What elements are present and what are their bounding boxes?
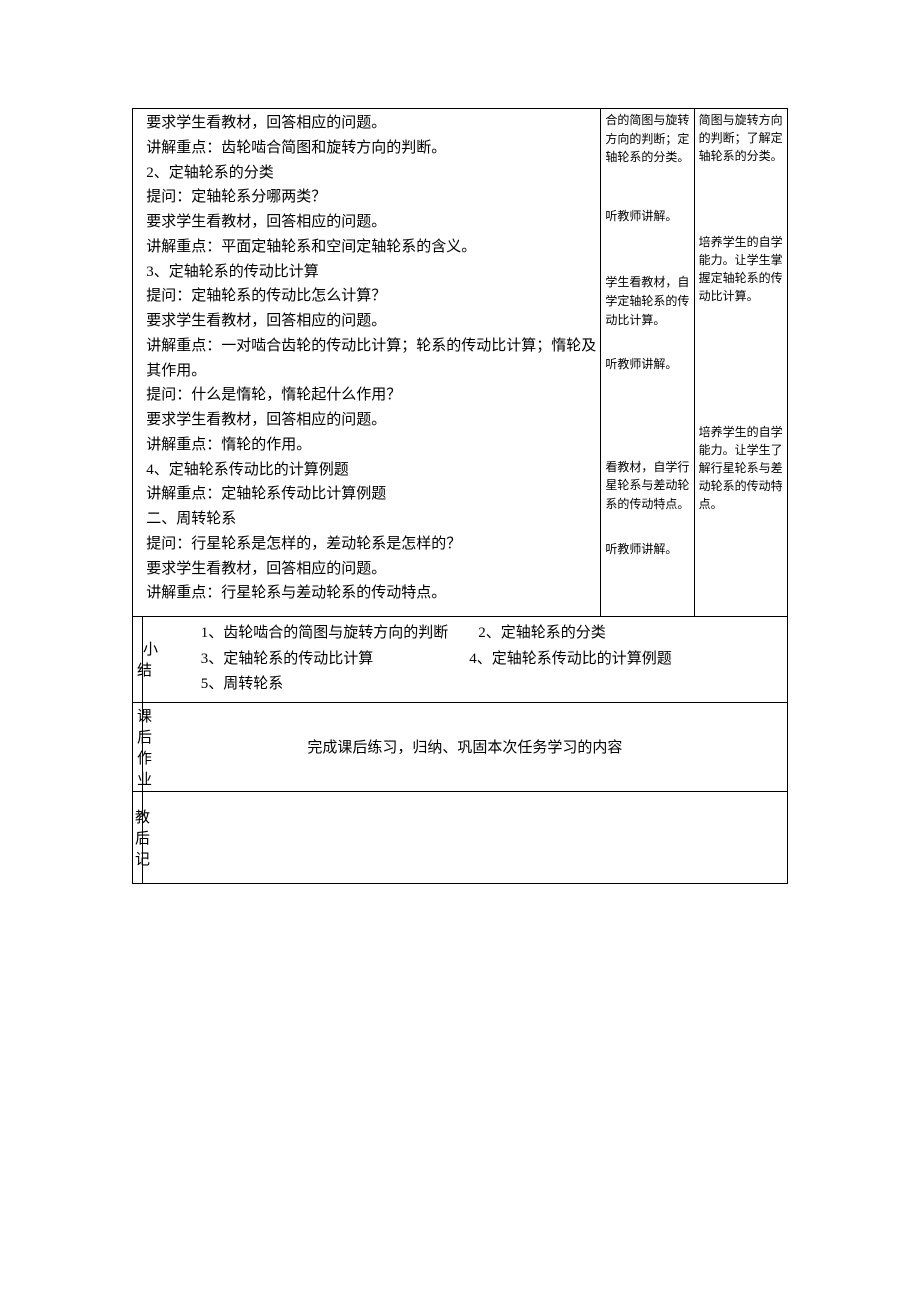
main-content-cell: 要求学生看教材，回答相应的问题。 讲解重点：齿轮啮合简图和旋转方向的判断。 2、… [142, 109, 601, 617]
homework-cell: 完成课后练习，归纳、巩固本次任务学习的内容 [142, 702, 787, 791]
mid-b5: 看教材，自学行星轮系与差动轮系的传动特点。 [605, 458, 689, 514]
main-p1: 要求学生看教材，回答相应的问题。 [146, 111, 596, 136]
lesson-plan-table: 要求学生看教材，回答相应的问题。 讲解重点：齿轮啮合简图和旋转方向的判断。 2、… [132, 108, 788, 884]
sum-1b: 2、定轴轮系的分类 [478, 625, 606, 641]
main-p12: 要求学生看教材，回答相应的问题。 [146, 408, 596, 433]
main-p19: 讲解重点：行星轮系与差动轮系的传动特点。 [146, 581, 596, 606]
content-row: 要求学生看教材，回答相应的问题。 讲解重点：齿轮啮合简图和旋转方向的判断。 2、… [133, 109, 788, 617]
main-p10: 讲解重点：一对啮合齿轮的传动比计算；轮系的传动比计算；惰轮及其作用。 [146, 334, 596, 384]
mid-b3: 学生看教材，自学定轴轮系的传动比计算。 [605, 273, 689, 329]
main-p6: 讲解重点：平面定轴轮系和空间定轴轮系的含义。 [146, 235, 596, 260]
student-activity-cell: 合的简图与旋转方向的判断；定轴轮系的分类。 听教师讲解。 学生看教材，自学定轴轮… [601, 109, 694, 617]
main-p7: 3、定轴轮系的传动比计算 [146, 260, 596, 285]
main-p16: 二、周转轮系 [146, 507, 596, 532]
mid-b4: 听教师讲解。 [605, 355, 689, 374]
main-p2: 讲解重点：齿轮啮合简图和旋转方向的判断。 [146, 136, 596, 161]
mid-b6: 听教师讲解。 [605, 540, 689, 559]
design-intent-cell: 简图与旋转方向的判断；了解定轴轮系的分类。 培养学生的自学能力。让学生掌握定轴轮… [694, 109, 787, 617]
homework-row: 课后作业 完成课后练习，归纳、巩固本次任务学习的内容 [133, 702, 788, 791]
main-p17: 提问：行星轮系是怎样的，差动轮系是怎样的？ [146, 532, 596, 557]
main-p15: 讲解重点：定轴轮系传动比计算例题 [146, 482, 596, 507]
sum-2a: 3、定轴轮系的传动比计算 [201, 651, 374, 667]
postnote-label: 教后记 [133, 791, 143, 883]
mid-b1: 合的简图与旋转方向的判断；定轴轮系的分类。 [605, 111, 689, 167]
main-p8: 提问：定轴轮系的传动比怎么计算？ [146, 284, 596, 309]
sum-1a: 1、齿轮啮合的简图与旋转方向的判断 [201, 625, 449, 641]
right-b2: 培养学生的自学能力。让学生掌握定轴轮系的传动比计算。 [699, 233, 783, 305]
main-p18: 要求学生看教材，回答相应的问题。 [146, 557, 596, 582]
summary-cell: 1、齿轮啮合的简图与旋转方向的判断 2、定轴轮系的分类 3、定轴轮系的传动比计算 4… [142, 617, 787, 703]
homework-label: 课后作业 [133, 702, 143, 791]
postnote-row: 教后记 [133, 791, 788, 883]
main-p11: 提问：什么是惰轮，惰轮起什么作用？ [146, 383, 596, 408]
main-p3: 2、定轴轮系的分类 [146, 161, 596, 186]
summary-row: 小结 1、齿轮啮合的简图与旋转方向的判断 2、定轴轮系的分类 3、定轴轮系的传动比… [133, 617, 788, 703]
main-p13: 讲解重点：惰轮的作用。 [146, 433, 596, 458]
main-p5: 要求学生看教材，回答相应的问题。 [146, 210, 596, 235]
sum-3: 5、周转轮系 [201, 676, 284, 692]
right-b3: 培养学生的自学能力。让学生了解行星轮系与差动轮系的传动特点。 [699, 423, 783, 513]
mid-b2: 听教师讲解。 [605, 207, 689, 226]
main-p4: 提问：定轴轮系分哪两类？ [146, 185, 596, 210]
empty-label-cell [133, 109, 143, 617]
main-p14: 4、定轴轮系传动比的计算例题 [146, 458, 596, 483]
sum-2b: 4、定轴轮系传动比的计算例题 [469, 651, 672, 667]
right-b1: 简图与旋转方向的判断；了解定轴轮系的分类。 [699, 111, 783, 165]
main-p9: 要求学生看教材，回答相应的问题。 [146, 309, 596, 334]
postnote-cell [142, 791, 787, 883]
summary-label: 小结 [133, 617, 143, 703]
